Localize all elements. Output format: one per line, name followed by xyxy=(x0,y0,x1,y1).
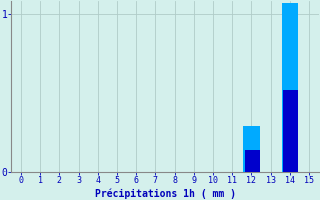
X-axis label: Précipitations 1h ( mm ): Précipitations 1h ( mm ) xyxy=(94,188,236,199)
Bar xyxy=(282,85,283,172)
Bar xyxy=(243,148,245,172)
Bar xyxy=(282,85,298,172)
Bar xyxy=(243,148,260,172)
Bar xyxy=(282,3,298,90)
Bar xyxy=(243,126,260,150)
